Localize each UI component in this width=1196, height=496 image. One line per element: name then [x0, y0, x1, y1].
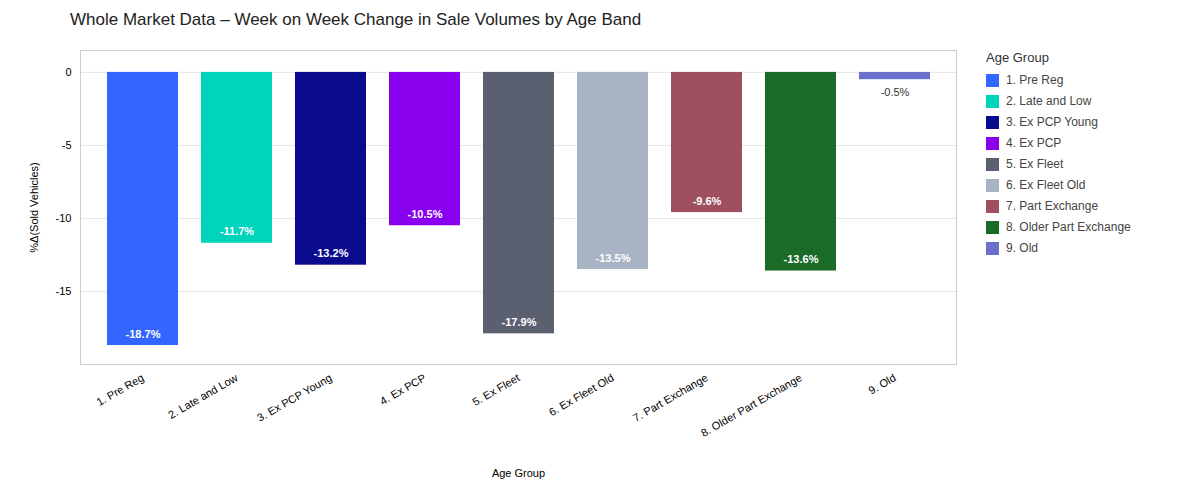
html-text:3. Ex PCP Young: 3. Ex PCP Young: [1006, 115, 1098, 129]
html-text:4. Ex PCP: 4. Ex PCP: [1006, 136, 1062, 150]
html-text:8. Older Part Exchange: 8. Older Part Exchange: [1006, 220, 1131, 234]
html-text:2. Late and Low: 2. Late and Low: [1006, 94, 1092, 108]
svg-text:5. Ex Fleet: 5. Ex Fleet: [470, 371, 522, 408]
svg-text:-11.7%: -11.7%: [220, 225, 254, 237]
svg-text:8. Older Part Exchange: 8. Older Part Exchange: [699, 371, 804, 439]
svg-text:1. Pre Reg: 1. Pre Reg: [94, 371, 146, 408]
html-text:1. Pre Reg: 1. Pre Reg: [1006, 73, 1064, 87]
svg-text:Age Group: Age Group: [492, 467, 545, 479]
svg-text:-5: -5: [62, 139, 72, 151]
svg-text:%Δ(Sold Vehicles): %Δ(Sold Vehicles): [28, 162, 40, 253]
html-text:Age Group: Age Group: [986, 50, 1049, 65]
svg-text:-10.5%: -10.5%: [408, 208, 443, 220]
svg-text:-15: -15: [56, 285, 72, 297]
svg-text:-13.6%: -13.6%: [784, 253, 819, 265]
svg-text:0: 0: [65, 66, 71, 78]
svg-text:9. Old: 9. Old: [866, 371, 897, 396]
html-text:7. Part Exchange: 7. Part Exchange: [1006, 199, 1099, 213]
svg-text:6. Ex Fleet Old: 6. Ex Fleet Old: [547, 371, 616, 418]
svg-text:-13.5%: -13.5%: [596, 252, 631, 264]
svg-text:-18.7%: -18.7%: [126, 328, 161, 340]
svg-text:-10: -10: [56, 212, 72, 224]
svg-text:-17.9%: -17.9%: [502, 316, 537, 328]
svg-text:-9.6%: -9.6%: [693, 195, 722, 207]
svg-text:3. Ex PCP Young: 3. Ex PCP Young: [255, 371, 334, 423]
html-text:Whole Market Data – Week on We: Whole Market Data – Week on Week Change …: [70, 10, 642, 29]
svg-text:2. Late and Low: 2. Late and Low: [166, 371, 240, 421]
svg-text:7. Part Exchange: 7. Part Exchange: [631, 371, 710, 424]
html-text:5. Ex Fleet: 5. Ex Fleet: [1006, 157, 1064, 171]
svg-text:4. Ex PCP: 4. Ex PCP: [378, 371, 428, 407]
html-text:6. Ex Fleet Old: 6. Ex Fleet Old: [1006, 178, 1086, 192]
svg-text:-13.2%: -13.2%: [314, 247, 349, 259]
html-text:9. Old: 9. Old: [1006, 241, 1038, 255]
svg-text:-0.5%: -0.5%: [881, 86, 910, 98]
